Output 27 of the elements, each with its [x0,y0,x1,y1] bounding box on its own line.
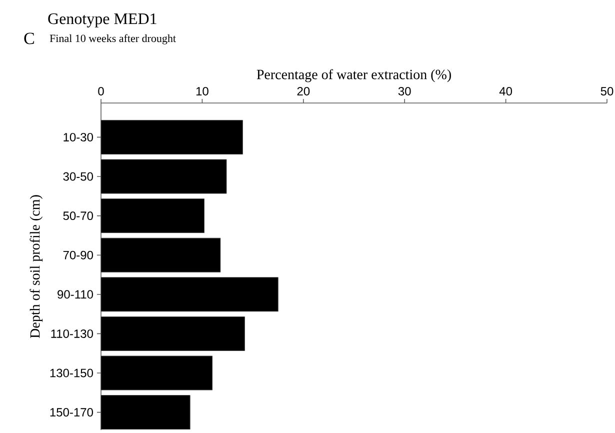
bar [100,356,213,390]
y-tick-label: 70-90 [63,250,94,260]
x-axis-title: Percentage of water extraction (%) [256,69,451,82]
x-tick-label: 50 [600,86,614,96]
bar [100,198,204,234]
x-tick-label: 10 [196,86,208,96]
y-tick-label: 50-70 [63,212,94,220]
bar [100,159,227,194]
y-tick-label: 90-110 [58,290,94,299]
y-tick-label: 150-170 [50,408,93,417]
x-tick-label: 0 [98,86,104,96]
bar [100,316,245,351]
x-tick-label: 30 [398,86,411,96]
text: C [24,32,34,44]
x-tick-label: 20 [297,86,310,96]
bar [100,238,221,272]
chart-subtitle: Final 10 weeks after drought [50,34,176,44]
y-axis-title: Depth of soil profile (cm) [30,195,43,338]
chart-title: Genotype MED1 [48,13,156,28]
y-tick-label: 110-130 [51,329,94,338]
y-tick-label: 30-50 [63,172,94,181]
y-tick-label: 130-150 [50,368,93,378]
y-tick-label: 10-30 [64,132,94,142]
x-tick-label: 40 [499,86,512,96]
bar [100,277,278,312]
bar [100,120,243,154]
bar [100,395,190,430]
